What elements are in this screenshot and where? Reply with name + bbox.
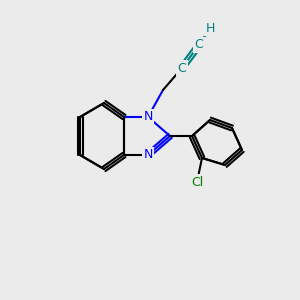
Text: N: N (143, 148, 153, 161)
Text: H: H (205, 22, 215, 34)
Text: N: N (143, 110, 153, 124)
Text: C: C (178, 61, 186, 74)
Text: Cl: Cl (191, 176, 203, 188)
Text: C: C (195, 38, 203, 52)
